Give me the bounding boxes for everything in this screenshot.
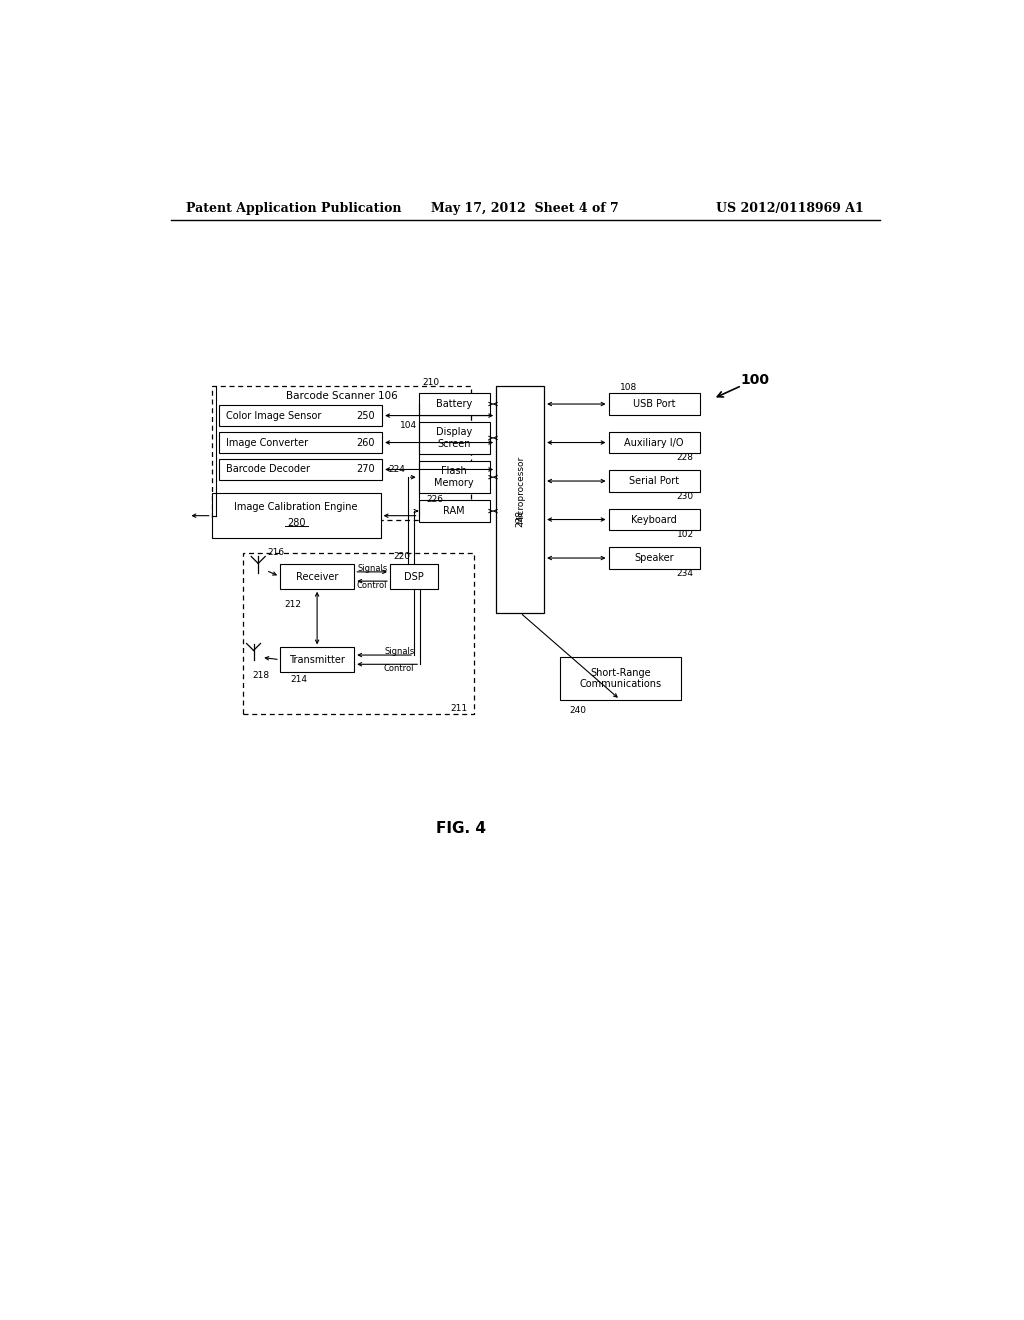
Text: 100: 100 (740, 374, 769, 387)
Text: Image Calibration Engine: Image Calibration Engine (234, 502, 358, 512)
Text: 104: 104 (400, 421, 417, 430)
Text: Speaker: Speaker (635, 553, 674, 564)
Text: 226: 226 (426, 495, 443, 504)
Text: 214: 214 (291, 676, 308, 684)
Text: FIG. 4: FIG. 4 (436, 821, 486, 836)
Text: 218: 218 (252, 672, 269, 680)
Text: Signals: Signals (357, 564, 387, 573)
Text: 228: 228 (677, 454, 693, 462)
Bar (280, 564, 354, 589)
Text: Control: Control (384, 664, 415, 673)
Text: Serial Port: Serial Port (629, 477, 679, 486)
Text: Microprocessor: Microprocessor (516, 455, 524, 524)
Text: Barcode Scanner 106: Barcode Scanner 106 (286, 391, 397, 401)
Text: Signals: Signals (384, 647, 415, 656)
Bar (419, 393, 489, 414)
Bar (496, 385, 544, 612)
Text: 102: 102 (677, 531, 693, 540)
Text: 234: 234 (677, 569, 693, 578)
Text: US 2012/0118969 A1: US 2012/0118969 A1 (717, 202, 864, 215)
Bar (419, 461, 489, 494)
Bar (243, 553, 474, 714)
Bar (212, 385, 471, 520)
Bar (608, 508, 700, 531)
Text: 220: 220 (394, 552, 411, 561)
Text: Image Converter: Image Converter (225, 437, 308, 447)
Bar (608, 393, 700, 414)
Bar (212, 494, 381, 539)
Bar (608, 432, 700, 453)
Text: Keyboard: Keyboard (632, 515, 677, 524)
Text: 212: 212 (285, 599, 302, 609)
Text: Short-Range
Communications: Short-Range Communications (580, 668, 662, 689)
Text: 238: 238 (516, 510, 524, 527)
Text: Auxiliary I/O: Auxiliary I/O (625, 437, 684, 447)
Text: May 17, 2012  Sheet 4 of 7: May 17, 2012 Sheet 4 of 7 (431, 202, 618, 215)
Text: 230: 230 (677, 492, 693, 500)
Bar (419, 500, 489, 521)
Bar (608, 548, 700, 569)
Text: DSP: DSP (404, 572, 424, 582)
Text: 240: 240 (569, 706, 587, 715)
Text: 211: 211 (451, 704, 467, 713)
Text: 108: 108 (621, 383, 637, 392)
Bar (390, 564, 438, 589)
Text: 224: 224 (388, 465, 406, 474)
Text: Barcode Decoder: Barcode Decoder (225, 465, 309, 474)
Bar (608, 470, 700, 492)
Text: Color Image Sensor: Color Image Sensor (225, 411, 322, 421)
Bar (419, 422, 489, 454)
Bar (219, 459, 382, 480)
Text: 250: 250 (355, 411, 375, 421)
Bar (280, 647, 354, 672)
Text: 260: 260 (356, 437, 375, 447)
Bar (219, 405, 382, 426)
Text: 210: 210 (423, 378, 439, 387)
Text: Flash
Memory: Flash Memory (434, 466, 474, 488)
Text: 216: 216 (267, 548, 285, 557)
Text: Control: Control (357, 581, 387, 590)
Text: USB Port: USB Port (633, 399, 676, 409)
Bar (560, 657, 681, 700)
Text: Display
Screen: Display Screen (436, 428, 472, 449)
Text: RAM: RAM (443, 506, 465, 516)
Text: 270: 270 (355, 465, 375, 474)
Text: Receiver: Receiver (296, 572, 338, 582)
Text: Battery: Battery (436, 399, 472, 409)
Bar (219, 432, 382, 453)
Text: Transmitter: Transmitter (289, 655, 345, 665)
Text: 280: 280 (287, 517, 305, 528)
Text: Patent Application Publication: Patent Application Publication (186, 202, 401, 215)
